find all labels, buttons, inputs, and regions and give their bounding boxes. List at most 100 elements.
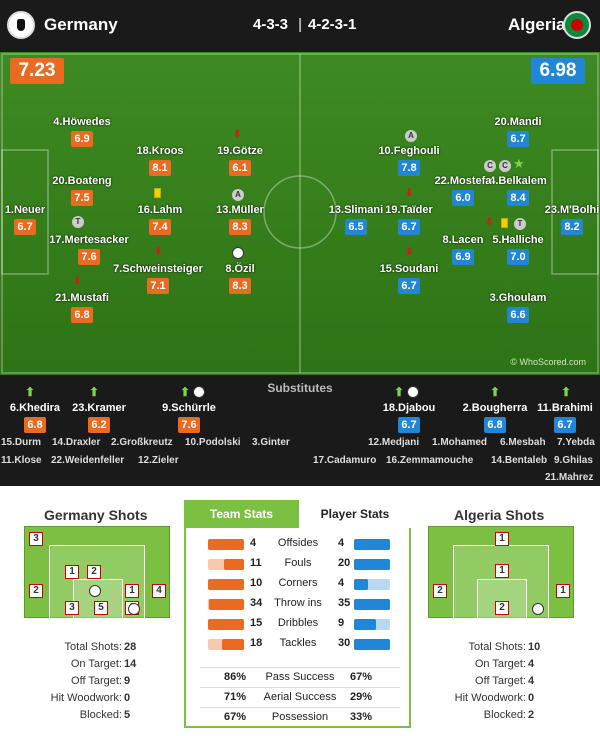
away-percent: 33% (350, 711, 373, 723)
team-stat-row: 18 Tackles 30 (208, 636, 390, 653)
shot-zone-count: 1 (65, 565, 79, 579)
player-soudani[interactable]: 15.Soudani 6.7 (379, 263, 439, 294)
bench-player[interactable]: 21.Mahrez (545, 472, 594, 483)
away-stat-value: 4 (338, 577, 345, 589)
stat-blocked: Blocked: 5 (79, 709, 131, 721)
stat-label: Offsides (277, 537, 319, 549)
bench-player[interactable]: 11.Klose (1, 455, 42, 466)
away-team-name[interactable]: Algeria (508, 15, 566, 34)
away-shots-title: Algeria Shots (454, 507, 545, 523)
bench-player[interactable]: 6.Mesbah (500, 437, 546, 448)
player-neuer[interactable]: 1.Neuer 6.7 (4, 204, 46, 235)
player-muller[interactable]: 13.Müller 8.3 (216, 204, 264, 235)
home-stat-bar (224, 559, 244, 570)
bench-player[interactable]: 1.Mohamed (432, 437, 488, 448)
player-mustafi[interactable]: 21.Mustafi 6.8 (55, 292, 109, 323)
substitutes-title: Substitutes (267, 381, 333, 395)
cross-icon: C (499, 160, 511, 172)
player-mandi[interactable]: 20.Mandi 6.7 (494, 116, 542, 147)
shot-zone-count: 1 (556, 584, 570, 598)
away-stat-value: 30 (338, 637, 351, 649)
away-formation: 4-2-3-1 (308, 16, 357, 33)
player-mbolhi[interactable]: 23.M'Bolhi 8.2 (544, 204, 600, 235)
player-lahm[interactable]: 16.Lahm 7.4 (137, 204, 183, 235)
away-shot-stats: Total Shots: 10 On Target: 4 Off Target: 4 … (426, 638, 576, 728)
away-stat-bar (354, 579, 368, 590)
bench-player[interactable]: 22.Weidenfeller (51, 455, 125, 466)
player-gotze[interactable]: 19.Götze 6.1 (217, 145, 263, 176)
home-stat-bar (208, 579, 244, 590)
home-stat-value: 15 (250, 617, 263, 629)
player-taider[interactable]: 19.Taïder 6.7 (385, 204, 433, 235)
player-feghouli[interactable]: 10.Feghouli 7.8 (378, 145, 440, 176)
substitutes-section: Substitutes ⬆ ⬆ ⬆ ⬆ ⬆ ⬆ 6.Khedira 6.8 23.… (0, 375, 600, 486)
bench-player[interactable]: 3.Ginter (252, 437, 290, 448)
player-lacen[interactable]: 8.Lacen 6.9 (442, 234, 484, 265)
home-stat-value: 34 (250, 597, 263, 609)
player-schweinsteiger[interactable]: 7.Schweinsteiger 7.1 (113, 263, 203, 294)
bench-player[interactable]: 9.Ghilas (554, 455, 593, 466)
home-stat-bar (209, 599, 244, 610)
player-belkalem[interactable]: 4.Belkalem 8.4 (489, 175, 547, 206)
sub-kramer[interactable]: 23.Kramer 6.2 (72, 402, 126, 433)
sub-brahimi[interactable]: 11.Brahimi 6.7 (537, 402, 593, 433)
tab-team-stats[interactable]: Team Stats (184, 500, 299, 528)
away-percent: 29% (350, 691, 373, 703)
bench-player[interactable]: 14.Draxler (52, 437, 101, 448)
bench-player[interactable]: 12.Zieler (138, 455, 179, 466)
away-stat-value: 9 (338, 617, 345, 629)
stat-hit-woodwork: Hit Woodwork: 0 (50, 692, 131, 704)
player-ghoulam[interactable]: 3.Ghoulam 6.6 (489, 292, 547, 323)
stat-off-target: Off Target: 4 (475, 675, 535, 687)
sub-khedira[interactable]: 6.Khedira 6.8 (9, 402, 61, 433)
stat-label: Throw ins (274, 597, 322, 609)
assist-icon: A (232, 189, 244, 201)
player-boateng[interactable]: 20.Boateng 7.5 (52, 175, 112, 206)
goal-ball-icon (532, 603, 544, 615)
sub-schurrle[interactable]: 9.Schürrle 7.6 (162, 402, 216, 433)
bench-player[interactable]: 15.Durm (1, 437, 42, 448)
shot-zone-count: 2 (87, 565, 101, 579)
away-percent: 67% (350, 671, 373, 683)
formation-separator: | (298, 16, 303, 33)
home-team-name[interactable]: Germany (44, 15, 118, 34)
player-ozil[interactable]: 8.Özil 8.3 (225, 263, 255, 294)
percent-stat-row: 67% Possession 33% (200, 707, 400, 725)
bench-player[interactable]: 10.Podolski (185, 437, 241, 448)
home-stat-value: 10 (250, 577, 263, 589)
sub-djabou[interactable]: 18.Djabou 6.7 (382, 402, 436, 433)
stat-on-target: On Target: 14 (70, 658, 137, 670)
sub-on-arrow-icon: ⬆ (180, 385, 191, 399)
sub-on-arrow-icon: ⬆ (490, 385, 501, 399)
bench-player[interactable]: 12.Medjani (368, 437, 420, 448)
shot-zone-count: 1 (495, 564, 509, 578)
player-slimani[interactable]: 13.Slimani 6.5 (328, 204, 384, 235)
bench-player[interactable]: 2.Großkreutz (111, 437, 173, 448)
stats-tabs: Team Stats Player Stats (184, 500, 411, 528)
algeria-crest-icon (563, 11, 591, 39)
player-mertesacker[interactable]: 17.Mertesacker 7.6 (49, 234, 129, 265)
team-stat-row: 4 Offsides 4 (208, 536, 390, 553)
cross-icon: C (484, 160, 496, 172)
away-stat-bar (354, 599, 390, 610)
tackle-icon: T (514, 218, 526, 230)
sub-on-arrow-icon: ⬆ (394, 385, 405, 399)
team-stat-row: 15 Dribbles 9 (208, 616, 390, 633)
player-halliche[interactable]: 5.Halliche 7.0 (492, 234, 544, 265)
bench-player[interactable]: 14.Bentaleb (491, 455, 548, 466)
goal-ball-icon (128, 603, 140, 615)
player-mostefa[interactable]: 22.Mostefa 6.0 (434, 175, 492, 206)
tab-player-stats[interactable]: Player Stats (299, 500, 411, 528)
stat-label: Tackles (279, 637, 317, 649)
player-howedes[interactable]: 4.Höwedes 6.9 (53, 116, 111, 147)
bench-player[interactable]: 16.Zemmamouche (386, 455, 474, 466)
shot-zone-count: 2 (495, 601, 509, 615)
shot-zone-count: 3 (29, 532, 43, 546)
bench-player[interactable]: 7.Yebda (557, 437, 595, 448)
sub-off-arrow-icon: ⬇ (73, 276, 82, 287)
player-kroos[interactable]: 18.Kroos 8.1 (136, 145, 184, 176)
sub-bougherra[interactable]: 2.Bougherra 6.8 (462, 402, 528, 433)
bench-player[interactable]: 17.Cadamuro (313, 455, 377, 466)
stat-hit-woodwork: Hit Woodwork: 0 (454, 692, 535, 704)
stat-on-target: On Target: 4 (474, 658, 535, 670)
